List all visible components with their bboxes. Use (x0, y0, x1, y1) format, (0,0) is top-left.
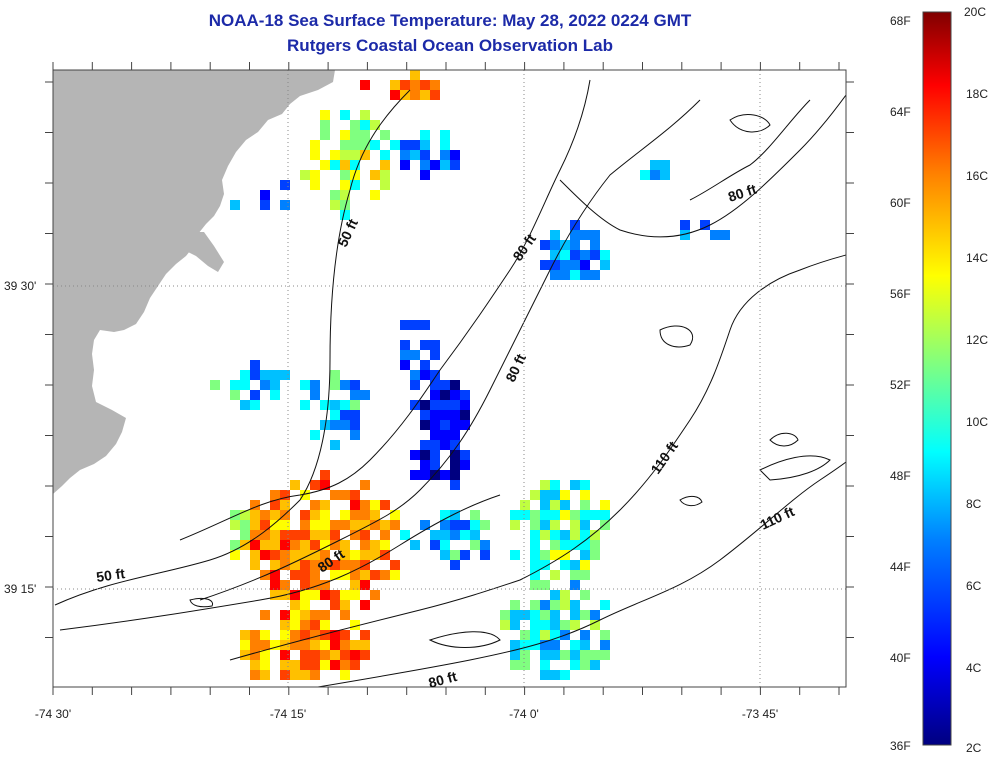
map-frame (52, 69, 847, 688)
colorbar-f-label: 48F (890, 469, 911, 483)
colorbar-c-label: 4C (966, 661, 982, 675)
colorbar-f-label: 60F (890, 196, 911, 210)
x-tick-label: -73 45' (742, 707, 778, 721)
colorbar-f-label: 40F (890, 651, 911, 665)
colorbar-c-label: 2C (966, 741, 982, 755)
colorbar-f-label: 64F (890, 105, 911, 119)
contour-label: 80 ft (427, 668, 459, 691)
colorbar-celsius-labels: 20C 18C 16C 14C 12C 10C 8C 6C 4C 2C (964, 5, 988, 755)
colorbar-c-label: 10C (966, 415, 988, 429)
land-islands (160, 232, 224, 272)
colorbar-c-label: 18C (966, 87, 988, 101)
colorbar-c-label: 8C (966, 497, 982, 511)
y-tick-label: 39 15' (4, 582, 36, 596)
colorbar-f-label: 44F (890, 560, 911, 574)
lat-lon-grid (53, 70, 846, 687)
colorbar-f-label: 56F (890, 287, 911, 301)
x-tick-label: -74 15' (270, 707, 306, 721)
x-tick-label: -74 0' (509, 707, 539, 721)
axis-ticks (45, 62, 854, 695)
colorbar-c-label: 12C (966, 333, 988, 347)
map-subtitle: Rutgers Coastal Ocean Observation Lab (287, 36, 613, 55)
colorbar (922, 11, 952, 746)
colorbar-c-label: 20C (964, 5, 986, 19)
colorbar-c-label: 16C (966, 169, 988, 183)
bathymetry-contours (54, 79, 846, 687)
colorbar-f-label: 36F (890, 739, 911, 753)
map-title: NOAA-18 Sea Surface Temperature: May 28,… (208, 11, 692, 30)
land-mass (53, 70, 335, 494)
y-tick-label: 39 30' (4, 279, 36, 293)
colorbar-c-label: 6C (966, 579, 982, 593)
x-tick-label: -74 30' (35, 707, 71, 721)
sst-pixels (210, 70, 730, 680)
colorbar-c-label: 14C (966, 251, 988, 265)
contour-label: 50 ft (95, 565, 126, 585)
colorbar-f-label: 52F (890, 378, 911, 392)
colorbar-f-label: 68F (890, 14, 911, 28)
colorbar-fahrenheit-labels: 68F 64F 60F 56F 52F 48F 44F 40F 36F (890, 14, 911, 753)
